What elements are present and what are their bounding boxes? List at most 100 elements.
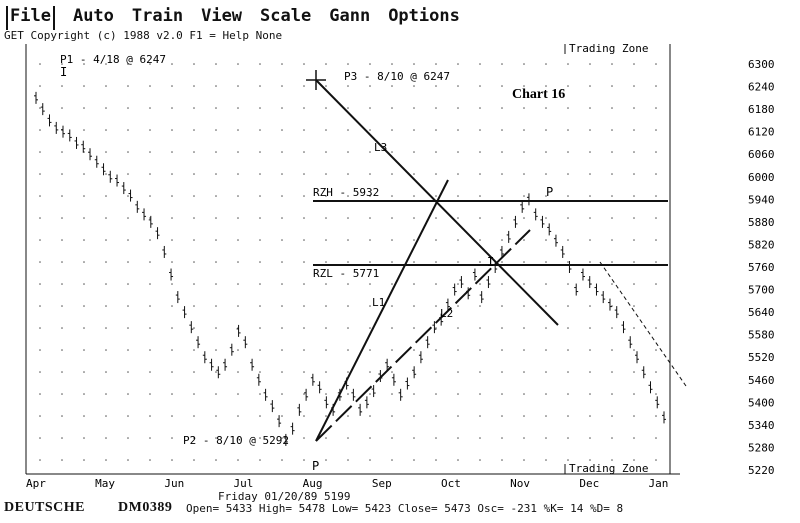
grid-dot <box>215 261 217 263</box>
grid-dot <box>523 107 525 109</box>
grid-dot <box>611 459 613 461</box>
grid-dot <box>413 349 415 351</box>
grid-dot <box>127 459 129 461</box>
menu-scale[interactable]: Scale <box>260 6 312 26</box>
grid-dot <box>259 283 261 285</box>
grid-dot <box>347 393 349 395</box>
grid-dot <box>215 437 217 439</box>
grid-dot <box>479 371 481 373</box>
grid-dot <box>303 305 305 307</box>
grid-dot <box>39 195 41 197</box>
grid-dot <box>611 239 613 241</box>
menu-train[interactable]: Train <box>131 6 184 26</box>
grid-dot <box>105 217 107 219</box>
grid-dot <box>589 327 591 329</box>
grid-dot <box>567 85 569 87</box>
grid-dot <box>347 305 349 307</box>
grid-dot <box>193 283 195 285</box>
menu-options[interactable]: Options <box>388 6 460 26</box>
grid-dot <box>435 349 437 351</box>
grid-dot <box>501 305 503 307</box>
grid-dot <box>215 327 217 329</box>
grid-dot <box>633 415 635 417</box>
grid-dot <box>589 305 591 307</box>
grid-dot <box>611 217 613 219</box>
grid-dot <box>127 85 129 87</box>
y-tick-label: 5820 <box>748 238 775 251</box>
menu-auto[interactable]: Auto <box>72 6 114 26</box>
grid-dot <box>369 261 371 263</box>
grid-dot <box>611 63 613 65</box>
y-tick-label: 5640 <box>748 306 775 319</box>
x-tick-label: Jan <box>649 477 669 490</box>
grid-dot <box>567 173 569 175</box>
grid-dot <box>501 63 503 65</box>
grid-dot <box>259 349 261 351</box>
trend-line <box>599 261 687 387</box>
grid-dot <box>633 129 635 131</box>
intersection-marker: I <box>487 255 494 269</box>
grid-dot <box>633 217 635 219</box>
grid-dot <box>391 151 393 153</box>
grid-dot <box>83 415 85 417</box>
grid-dot <box>237 129 239 131</box>
grid-dot <box>237 371 239 373</box>
grid-dot <box>435 195 437 197</box>
grid-dot <box>215 63 217 65</box>
grid-dot <box>655 173 657 175</box>
grid-dot <box>281 393 283 395</box>
grid-dot <box>215 173 217 175</box>
menu-bar: File Auto Train View Scale Gann Options <box>6 6 460 30</box>
grid-dot <box>171 63 173 65</box>
grid-dot <box>611 371 613 373</box>
x-tick-label: Apr <box>26 477 46 490</box>
grid-dot <box>215 283 217 285</box>
grid-dot <box>149 107 151 109</box>
grid-dot <box>171 107 173 109</box>
grid-dot <box>171 305 173 307</box>
y-tick-label: 6120 <box>748 126 775 139</box>
y-tick-label: 6060 <box>748 148 775 161</box>
grid-dot <box>545 283 547 285</box>
grid-dot <box>303 239 305 241</box>
grid-dot <box>149 305 151 307</box>
grid-dot <box>325 261 327 263</box>
y-tick-label: 5220 <box>748 464 775 477</box>
grid-dot <box>589 195 591 197</box>
instrument-name: DEUTSCHE <box>4 500 86 515</box>
grid-dot <box>127 393 129 395</box>
menu-gann[interactable]: Gann <box>329 6 371 26</box>
grid-dot <box>61 437 63 439</box>
grid-dot <box>457 371 459 373</box>
grid-dot <box>105 239 107 241</box>
grid-dot <box>501 283 503 285</box>
grid-dot <box>39 261 41 263</box>
grid-dot <box>413 305 415 307</box>
grid-dot <box>281 63 283 65</box>
grid-dot <box>325 173 327 175</box>
grid-dot <box>347 327 349 329</box>
grid-dot <box>149 239 151 241</box>
grid-dot <box>589 261 591 263</box>
menu-file[interactable]: File <box>6 6 55 30</box>
l1-line <box>315 179 449 442</box>
grid-dot <box>633 261 635 263</box>
grid-dot <box>369 283 371 285</box>
grid-dot <box>655 305 657 307</box>
grid-dot <box>259 217 261 219</box>
grid-dot <box>369 393 371 395</box>
grid-dot <box>171 173 173 175</box>
grid-dot <box>281 151 283 153</box>
grid-dot <box>303 415 305 417</box>
menu-view[interactable]: View <box>201 6 243 26</box>
grid-dot <box>281 217 283 219</box>
grid-dot <box>215 195 217 197</box>
grid-dot <box>567 327 569 329</box>
grid-dot <box>545 305 547 307</box>
grid-dot <box>479 261 481 263</box>
x-tick-label: Aug <box>303 477 323 490</box>
grid-dot <box>611 349 613 351</box>
grid-dot <box>479 85 481 87</box>
grid-dot <box>127 305 129 307</box>
grid-dot <box>39 459 41 461</box>
